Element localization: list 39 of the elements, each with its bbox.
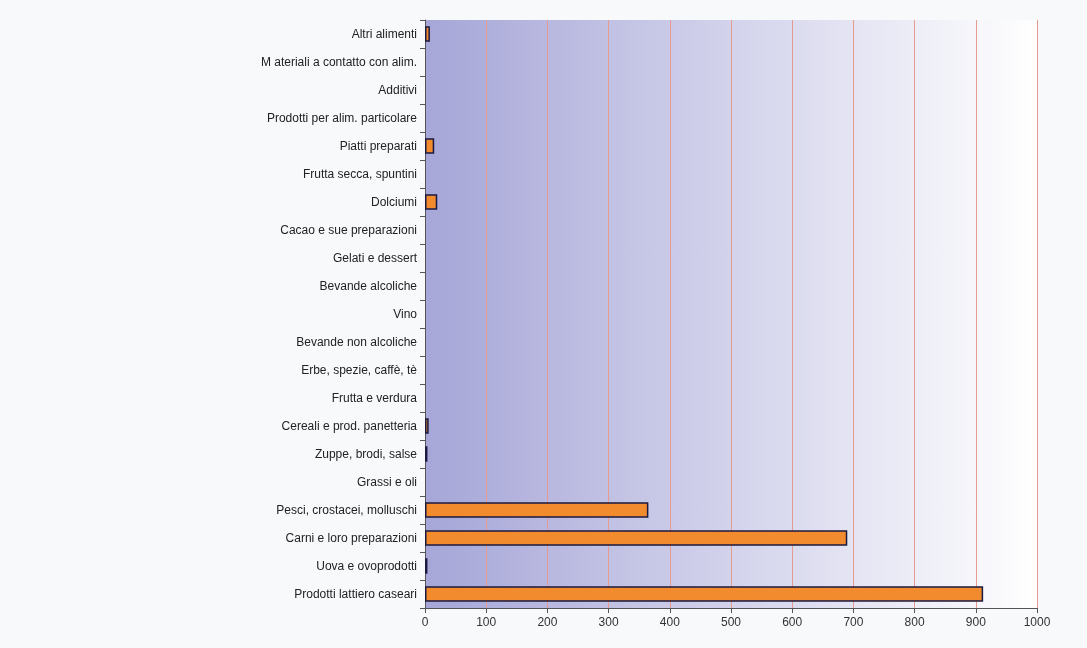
x-tick-label: 100 bbox=[476, 615, 497, 629]
x-tick-label: 200 bbox=[537, 615, 558, 629]
bar bbox=[425, 138, 435, 154]
y-tick-label: Cereali e prod. panetteria bbox=[281, 419, 418, 433]
x-tick-label: 400 bbox=[659, 615, 681, 629]
x-tick-label: 1000 bbox=[1023, 615, 1051, 629]
x-tick-label: 800 bbox=[904, 615, 925, 629]
x-tick-label: 900 bbox=[965, 615, 987, 629]
x-tick-label: 0 bbox=[421, 615, 429, 629]
y-tick-label: Gelati e dessert bbox=[332, 251, 418, 265]
y-tick-label: Pesci, crostacei, molluschi bbox=[276, 503, 417, 517]
x-tick-label: 700 bbox=[843, 615, 864, 629]
y-tick-label: Uova e ovoprodotti bbox=[316, 559, 417, 573]
y-tick-label: Piatti preparati bbox=[339, 139, 417, 153]
bar bbox=[425, 502, 649, 518]
y-tick-label: Frutta e verdura bbox=[331, 391, 418, 405]
y-tick-label: Additivi bbox=[378, 83, 417, 97]
y-tick-label: Grassi e oli bbox=[356, 475, 417, 489]
y-tick-label: Dolciumi bbox=[370, 195, 417, 209]
y-tick-label: Erbe, spezie, caffè, tè bbox=[301, 363, 418, 377]
y-tick-label: Carni e loro preparazioni bbox=[285, 531, 417, 545]
y-tick-label: Prodotti per alim. particolare bbox=[266, 111, 418, 125]
x-tick-label: 500 bbox=[720, 615, 742, 629]
y-tick-label: Cacao e sue preparazioni bbox=[280, 223, 417, 237]
y-tick-label: Bevande non alcoliche bbox=[296, 335, 418, 349]
y-tick-label: Zuppe, brodi, salse bbox=[314, 447, 418, 461]
y-tick-label: Altri alimenti bbox=[351, 27, 417, 41]
y-tick-label: Bevande alcoliche bbox=[319, 279, 418, 293]
y-tick-label: Prodotti lattiero caseari bbox=[294, 587, 417, 601]
y-tick-label: Vino bbox=[393, 307, 418, 321]
bar bbox=[425, 26, 430, 42]
bar bbox=[425, 418, 429, 434]
x-tick-label: 300 bbox=[598, 615, 619, 629]
x-tick-label: 600 bbox=[782, 615, 803, 629]
bar bbox=[425, 530, 848, 546]
y-tick-label: M ateriali a contatto con alim. bbox=[260, 55, 417, 69]
y-tick-label: Frutta secca, spuntini bbox=[302, 167, 417, 181]
bar bbox=[425, 194, 438, 210]
bar bbox=[425, 586, 984, 602]
